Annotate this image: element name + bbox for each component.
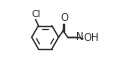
Text: N: N [76, 32, 83, 42]
Text: Cl: Cl [31, 10, 40, 19]
Text: OH: OH [83, 33, 99, 43]
Text: O: O [60, 13, 68, 23]
